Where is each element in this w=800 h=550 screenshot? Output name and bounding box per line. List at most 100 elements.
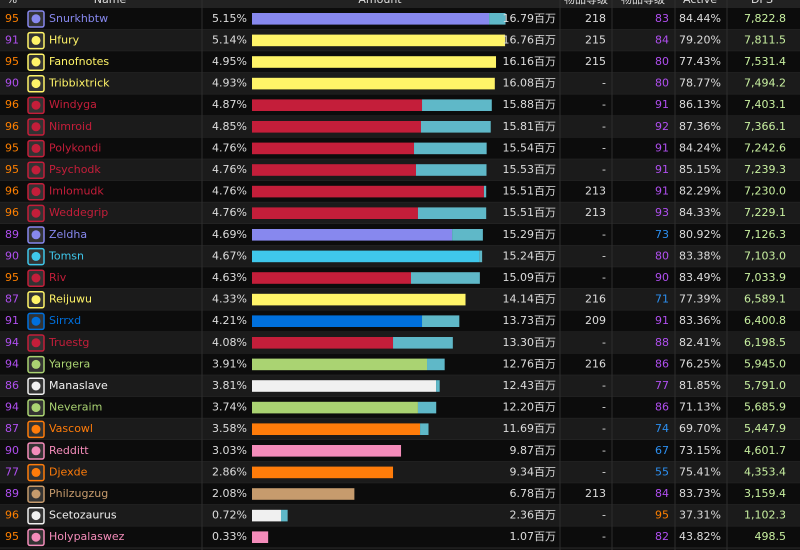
percent: 4.21%: [212, 314, 247, 327]
item-level-parse: 86: [655, 401, 669, 414]
active: 83.49%: [679, 271, 721, 284]
name: Tribbixtrick: [48, 77, 110, 90]
percent: 4.85%: [212, 120, 247, 133]
active: 79.20%: [679, 33, 721, 46]
item-level-parse: 73: [655, 228, 669, 241]
bar-main: [252, 34, 506, 47]
dps: 498.5: [755, 530, 787, 543]
parse: 90: [5, 77, 19, 90]
percent: 4.08%: [212, 336, 247, 349]
dps: 6,198.5: [744, 336, 786, 349]
bar-secondary: [420, 121, 491, 133]
class-icon-glyph: [31, 403, 41, 413]
percent: 0.72%: [212, 509, 247, 522]
item-level-parse: 91: [655, 314, 669, 327]
dps: 7,033.9: [744, 271, 786, 284]
item-level: -: [602, 120, 606, 133]
parse: 95: [5, 271, 19, 284]
item-level: -: [602, 163, 606, 176]
class-icon-glyph: [31, 251, 41, 261]
active: 73.15%: [679, 444, 721, 457]
class-icon-glyph: [31, 424, 41, 434]
active: 84.33%: [679, 206, 721, 219]
row-bg: [0, 461, 800, 484]
parse: 96: [5, 206, 19, 219]
bar-secondary: [420, 423, 429, 435]
class-icon-glyph: [31, 532, 41, 542]
active: 76.25%: [679, 357, 721, 370]
active: 80.92%: [679, 228, 721, 241]
bar-main: [252, 250, 480, 263]
dps: 7,230.0: [744, 185, 786, 198]
class-icon-glyph: [31, 208, 41, 218]
bar-main: [252, 380, 437, 392]
active: 85.15%: [679, 163, 721, 176]
active: 37.31%: [679, 509, 721, 522]
item-level-parse: 80: [655, 55, 669, 68]
amount: 16.16百万: [503, 55, 557, 68]
amount: 14.14百万: [503, 293, 557, 306]
active: 82.29%: [679, 185, 721, 198]
class-icon-glyph: [31, 35, 41, 45]
active: 84.24%: [679, 141, 721, 154]
bar-secondary: [422, 99, 492, 111]
item-level: 215: [585, 33, 606, 46]
item-level-parse: 84: [655, 487, 669, 500]
amount: 16.79百万: [503, 12, 557, 25]
name: Philzugzug: [49, 487, 108, 500]
dps: 6,589.1: [744, 293, 786, 306]
item-level-parse: 80: [655, 77, 669, 90]
class-icon-glyph: [31, 230, 41, 240]
parse: 95: [5, 530, 19, 543]
parse: 94: [5, 336, 19, 349]
percent: 4.33%: [212, 293, 247, 306]
percent: 5.15%: [212, 12, 247, 25]
percent: 4.87%: [212, 98, 247, 111]
dps: 7,811.5: [744, 33, 786, 46]
parse: 96: [5, 509, 19, 522]
item-level: -: [602, 379, 606, 392]
bar-main: [252, 142, 415, 155]
item-level-parse: 91: [655, 98, 669, 111]
bar-secondary: [452, 229, 483, 241]
active: 83.38%: [679, 249, 721, 262]
amount: 15.81百万: [503, 120, 557, 133]
class-icon-glyph: [31, 143, 41, 153]
name: Manaslave: [49, 379, 108, 392]
parse: 89: [5, 487, 19, 500]
active: 77.43%: [679, 55, 721, 68]
active: 83.36%: [679, 314, 721, 327]
amount: 12.43百万: [503, 379, 557, 392]
bar-secondary: [479, 250, 483, 263]
name: Sirrxd: [49, 314, 81, 327]
item-level-parse: 55: [655, 465, 669, 478]
row-bg: [0, 504, 800, 527]
item-level: 213: [585, 206, 606, 219]
percent: 4.76%: [212, 185, 247, 198]
bar-main: [252, 401, 418, 414]
class-icon-glyph: [31, 122, 41, 132]
percent: 3.03%: [212, 444, 247, 457]
item-level-parse: 95: [655, 509, 669, 522]
header-cell: 物品等级: [564, 0, 608, 6]
active: 81.85%: [679, 379, 721, 392]
name: Snurkhbtw: [49, 12, 108, 25]
bar-main: [252, 358, 428, 371]
header-cell: Amount: [358, 0, 402, 6]
parse: 90: [5, 249, 19, 262]
dps: 7,531.4: [744, 55, 786, 68]
class-icon-glyph: [31, 273, 41, 283]
dps: 7,366.1: [744, 120, 786, 133]
bar-main: [252, 337, 394, 349]
bar-secondary: [436, 380, 440, 392]
header-cell: %: [7, 0, 17, 6]
amount: 13.73百万: [503, 314, 557, 327]
parse: 91: [5, 33, 19, 46]
dps: 5,791.0: [744, 379, 786, 392]
percent: 4.76%: [212, 206, 247, 219]
parse: 90: [5, 444, 19, 457]
bar-secondary: [483, 185, 487, 198]
name: Weddegrip: [49, 206, 108, 219]
item-level: -: [602, 336, 606, 349]
